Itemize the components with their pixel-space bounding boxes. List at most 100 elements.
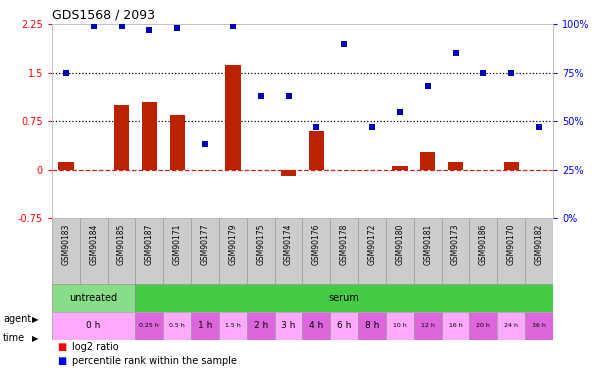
Text: 1.5 h: 1.5 h (225, 324, 241, 328)
Text: ■: ■ (57, 342, 66, 352)
Bar (386, 218, 414, 285)
Bar (274, 312, 302, 340)
Point (200, 141, 210, 147)
Text: ▶: ▶ (32, 334, 38, 343)
Bar (191, 218, 219, 285)
Text: GSM90170: GSM90170 (507, 224, 516, 265)
Text: percentile rank within the sample: percentile rank within the sample (72, 356, 237, 366)
Bar (392, 166, 408, 170)
Text: 36 h: 36 h (532, 324, 546, 328)
Text: GSM90177: GSM90177 (200, 224, 210, 265)
Bar (274, 218, 302, 285)
Text: serum: serum (329, 293, 360, 303)
Text: 24 h: 24 h (504, 324, 518, 328)
Text: GSM90180: GSM90180 (395, 224, 404, 265)
Text: GSM90182: GSM90182 (535, 224, 544, 265)
Point (339, 41, 349, 47)
Text: GSM90171: GSM90171 (173, 224, 181, 265)
Text: 4 h: 4 h (309, 321, 323, 330)
Bar (331, 312, 358, 340)
Bar (80, 218, 108, 285)
Bar (136, 218, 163, 285)
Text: 3 h: 3 h (281, 321, 296, 330)
Text: GSM90181: GSM90181 (423, 224, 432, 265)
Bar (420, 152, 436, 170)
Bar (497, 218, 525, 285)
Point (256, 93, 266, 99)
Bar (52, 285, 136, 312)
Text: untreated: untreated (70, 293, 118, 303)
Point (451, 50, 461, 56)
Text: GSM90172: GSM90172 (368, 224, 376, 265)
Text: 6 h: 6 h (337, 321, 351, 330)
Point (367, 124, 377, 130)
Point (312, 124, 321, 130)
Bar (108, 218, 136, 285)
Text: 12 h: 12 h (421, 324, 434, 328)
Text: GSM90175: GSM90175 (256, 224, 265, 265)
Bar (219, 218, 247, 285)
Bar (414, 218, 442, 285)
Text: GSM90174: GSM90174 (284, 224, 293, 265)
Bar (469, 218, 497, 285)
Text: 8 h: 8 h (365, 321, 379, 330)
Text: ▶: ▶ (32, 315, 38, 324)
Bar (525, 218, 553, 285)
Point (61, 70, 71, 76)
Text: GSM90176: GSM90176 (312, 224, 321, 265)
Text: 10 h: 10 h (393, 324, 407, 328)
Text: ■: ■ (57, 356, 66, 366)
Bar (309, 131, 324, 170)
Bar (358, 218, 386, 285)
Text: 20 h: 20 h (477, 324, 490, 328)
Bar (225, 65, 241, 170)
Text: GSM90184: GSM90184 (89, 224, 98, 265)
Bar (247, 218, 274, 285)
Bar (281, 170, 296, 176)
Point (423, 83, 433, 89)
Bar (142, 102, 157, 170)
Text: GSM90183: GSM90183 (61, 224, 70, 265)
Bar (163, 312, 191, 340)
Point (144, 27, 154, 33)
Bar (358, 312, 386, 340)
Bar (442, 218, 469, 285)
Text: 16 h: 16 h (448, 324, 463, 328)
Text: 0.5 h: 0.5 h (169, 324, 185, 328)
Point (89, 23, 98, 29)
Bar (52, 218, 80, 285)
Text: GDS1568 / 2093: GDS1568 / 2093 (52, 9, 155, 22)
Bar (503, 162, 519, 170)
Text: GSM90178: GSM90178 (340, 224, 349, 265)
Text: agent: agent (3, 315, 31, 324)
Point (228, 23, 238, 29)
Text: GSM90186: GSM90186 (479, 224, 488, 265)
Bar (302, 218, 331, 285)
Bar (414, 312, 442, 340)
Point (172, 25, 182, 31)
Bar (386, 312, 414, 340)
Text: log2 ratio: log2 ratio (72, 342, 119, 352)
Point (507, 70, 516, 76)
Text: GSM90173: GSM90173 (451, 224, 460, 265)
Bar (52, 312, 136, 340)
Text: GSM90187: GSM90187 (145, 224, 154, 265)
Text: 0.25 h: 0.25 h (139, 324, 159, 328)
Point (534, 124, 544, 130)
Bar (136, 312, 163, 340)
Point (478, 70, 488, 76)
Point (395, 108, 404, 114)
Point (284, 93, 293, 99)
Text: GSM90185: GSM90185 (117, 224, 126, 265)
Text: 1 h: 1 h (198, 321, 212, 330)
Bar (469, 312, 497, 340)
Bar (219, 312, 247, 340)
Bar (448, 162, 463, 170)
Text: GSM90179: GSM90179 (229, 224, 237, 265)
Text: time: time (3, 333, 25, 343)
Bar (169, 115, 185, 170)
Bar (136, 285, 553, 312)
Point (117, 23, 126, 29)
Bar (525, 312, 553, 340)
Bar (191, 312, 219, 340)
